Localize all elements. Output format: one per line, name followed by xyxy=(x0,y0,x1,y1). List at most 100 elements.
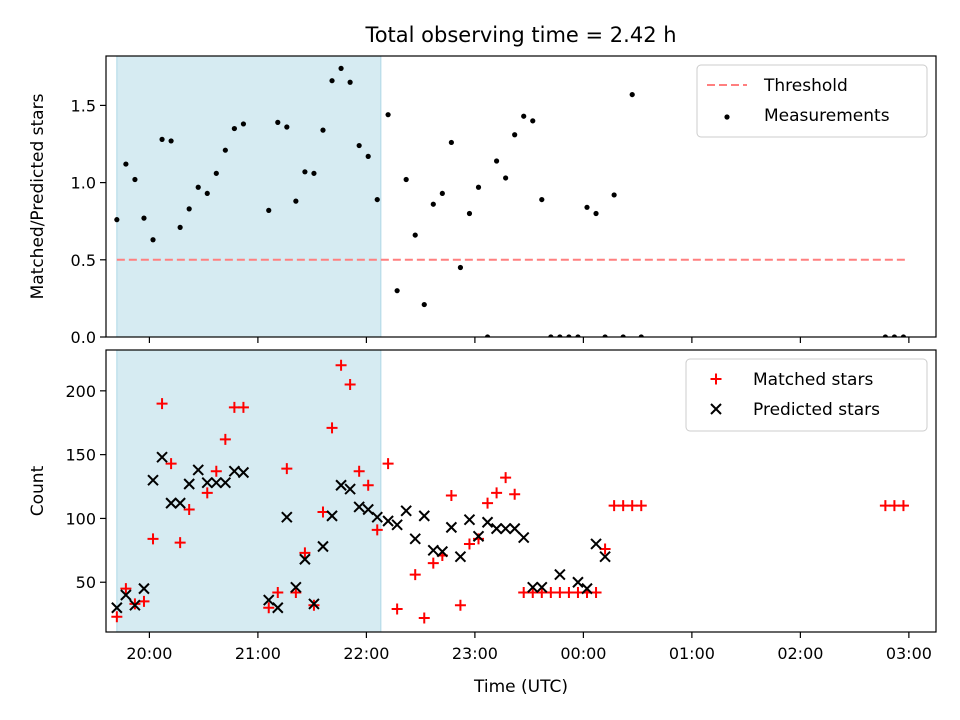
data-point xyxy=(382,515,394,527)
top-panel: 0.0 0.5 1.0 1.5 Matched/Predicted stars Thres… xyxy=(28,55,937,347)
data-point xyxy=(512,132,518,138)
data-point xyxy=(575,334,581,337)
chart-title: Total observing time = 2.42 h xyxy=(364,23,676,47)
data-point xyxy=(385,112,391,118)
data-point xyxy=(490,522,503,535)
data-point xyxy=(326,510,338,522)
data-point xyxy=(371,511,383,523)
data-point xyxy=(183,478,195,490)
data-point xyxy=(356,142,362,149)
data-point xyxy=(602,334,608,337)
data-point xyxy=(329,78,335,84)
data-point xyxy=(353,501,365,513)
data-point xyxy=(481,516,494,528)
data-point xyxy=(177,224,183,230)
data-point xyxy=(566,334,572,337)
data-point xyxy=(165,458,177,470)
data-point xyxy=(222,147,228,153)
data-point xyxy=(472,530,485,543)
data-point xyxy=(900,334,907,337)
x-tick-label: 02:00 xyxy=(777,644,823,663)
data-point xyxy=(168,138,174,144)
x-tick-label: 22:00 xyxy=(343,644,389,663)
data-point xyxy=(165,497,177,509)
data-point xyxy=(156,451,168,463)
data-point xyxy=(466,210,473,217)
data-point xyxy=(174,497,186,509)
legend-label: Threshold xyxy=(763,76,848,96)
data-point xyxy=(454,599,466,611)
data-point xyxy=(394,288,400,294)
data-point xyxy=(195,184,201,190)
data-point xyxy=(427,544,440,557)
data-point xyxy=(159,136,165,142)
data-point xyxy=(391,603,403,615)
data-point xyxy=(308,598,320,610)
data-point xyxy=(484,334,491,337)
legend-box xyxy=(696,64,928,138)
data-point xyxy=(530,118,536,124)
data-point xyxy=(353,465,365,477)
data-point xyxy=(201,487,213,499)
x-tick-label: 01:00 xyxy=(669,644,715,663)
legend-handle-measurements xyxy=(724,114,730,120)
data-point xyxy=(509,488,521,500)
data-point xyxy=(430,201,436,207)
data-point xyxy=(590,586,602,598)
data-point xyxy=(590,538,602,550)
x-tick-label: 20:00 xyxy=(126,644,172,663)
data-point xyxy=(183,504,195,516)
series-matched-stars xyxy=(111,359,909,624)
x-tick-label: 21:00 xyxy=(235,644,281,663)
data-point xyxy=(123,161,129,167)
data-point xyxy=(891,334,898,337)
data-point xyxy=(201,476,213,489)
shaded-span-bottom xyxy=(116,349,382,633)
data-point xyxy=(536,581,548,594)
data-point xyxy=(150,237,156,243)
data-point xyxy=(412,232,418,238)
data-point xyxy=(210,465,222,477)
data-point xyxy=(503,175,509,181)
data-point xyxy=(120,583,132,595)
data-point xyxy=(493,158,500,164)
data-point xyxy=(400,505,412,517)
legend-top: Threshold Measurements xyxy=(696,64,928,138)
data-point xyxy=(475,184,482,190)
data-point xyxy=(611,192,617,198)
data-point xyxy=(186,206,192,212)
legend-handle-matched xyxy=(710,373,722,385)
legend-handle-predicted xyxy=(710,403,722,415)
x-tick-label: 23:00 xyxy=(452,644,498,663)
data-point xyxy=(554,568,566,581)
data-point xyxy=(111,602,123,614)
data-point xyxy=(436,545,449,558)
data-point xyxy=(338,65,344,71)
data-point xyxy=(266,207,272,213)
x-tick-label: 00:00 xyxy=(560,644,606,663)
legend-box xyxy=(685,358,928,432)
data-point xyxy=(897,500,909,512)
legend-label: Matched stars xyxy=(753,370,873,390)
data-point xyxy=(374,196,380,203)
y-tick-label: 50 xyxy=(76,573,96,592)
data-point xyxy=(548,334,554,337)
data-point xyxy=(213,170,219,176)
data-point xyxy=(409,533,421,545)
data-point xyxy=(463,514,476,526)
legend-bottom: Matched stars Predicted stars xyxy=(685,358,928,432)
data-point xyxy=(228,465,241,477)
data-point xyxy=(508,522,521,535)
data-point xyxy=(141,215,147,221)
data-point xyxy=(454,551,467,563)
data-point xyxy=(275,119,281,125)
data-point xyxy=(499,522,512,535)
data-point xyxy=(219,433,231,445)
plot-area-bottom xyxy=(111,359,909,624)
data-point xyxy=(629,91,635,98)
data-point xyxy=(365,153,371,159)
data-point xyxy=(281,511,293,523)
data-point xyxy=(620,334,626,337)
data-point xyxy=(281,463,293,475)
data-point xyxy=(237,401,249,413)
